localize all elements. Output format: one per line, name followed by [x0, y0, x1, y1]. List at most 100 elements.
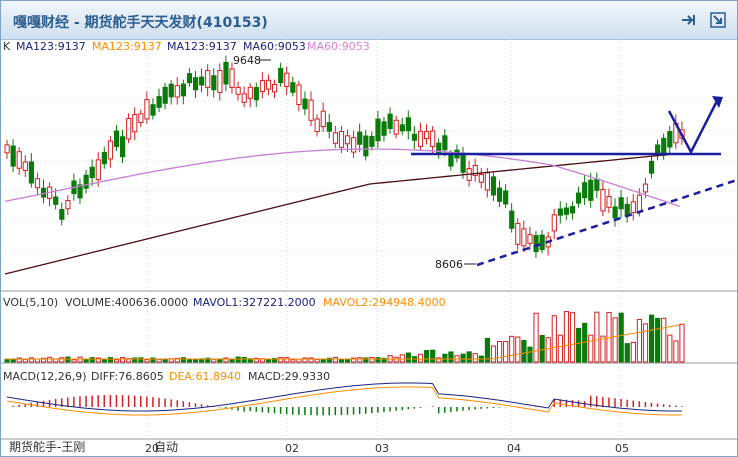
candle-body: [399, 124, 405, 132]
candle-body: [308, 99, 314, 121]
volume-bar: [588, 334, 594, 363]
candle-body: [618, 197, 624, 210]
candle-body: [338, 131, 345, 148]
k-label: K: [3, 40, 11, 53]
candle-body: [138, 113, 144, 124]
candle-body: [126, 118, 132, 140]
volume-bar: [679, 323, 685, 363]
volume-bar: [344, 359, 351, 363]
support-trendline: [476, 178, 737, 267]
candle-body: [442, 135, 448, 151]
volume-bar: [357, 357, 363, 363]
ma-line-purple: [4, 148, 681, 208]
volume-bar: [661, 317, 667, 363]
volume-bar: [138, 357, 144, 363]
volume-bar: [284, 357, 290, 363]
volume-bar: [10, 359, 16, 363]
volume-bar: [89, 357, 95, 363]
candle-body: [89, 166, 95, 179]
volume-bar: [667, 334, 673, 363]
volume-bar: [521, 340, 527, 363]
volume-bar: [22, 358, 28, 363]
volume-bar: [314, 358, 320, 363]
volume-bar: [624, 343, 630, 363]
volume-bar: [47, 356, 53, 363]
dea-line: [6, 386, 682, 416]
volume-bar: [551, 315, 557, 363]
candle-body: [186, 73, 193, 84]
volume-value: VOLUME:400636.0000: [65, 296, 189, 309]
candle-body: [515, 222, 521, 245]
candle-body: [612, 206, 618, 219]
volume-bar: [28, 357, 35, 363]
volume-bar: [83, 358, 89, 363]
candle-body: [460, 152, 466, 173]
volume-bar: [381, 357, 387, 363]
volume-bar: [448, 351, 454, 363]
candle-body: [180, 83, 187, 97]
volume-bar: [399, 354, 405, 363]
volume-bar: [308, 357, 314, 363]
volume-bar: [369, 356, 375, 363]
candle-body: [174, 85, 180, 98]
forecast-path: [667, 96, 721, 155]
candle-body: [369, 135, 375, 147]
volume-bar: [612, 317, 618, 363]
candle-body: [314, 118, 320, 133]
volume-bar: [241, 357, 247, 363]
candle-body: [22, 161, 28, 172]
candle-body: [284, 72, 290, 87]
candle-body: [144, 99, 150, 120]
forecast-arrowhead: [712, 96, 723, 108]
kline-chart[interactable]: [1, 39, 737, 456]
volume-bar: [71, 359, 77, 363]
candle-body: [496, 187, 503, 202]
volume-bar: [509, 335, 515, 363]
volume-bar: [648, 314, 655, 363]
volume-bar: [436, 357, 442, 363]
volume-bar: [655, 317, 661, 363]
ma-legend-3: MA123:9137: [167, 40, 237, 53]
candle-body: [326, 122, 332, 132]
volume-bar: [545, 337, 551, 363]
vol-label: VOL(5,10): [3, 296, 59, 309]
volume-bar: [302, 357, 308, 363]
ma-legend-2: MA123:9137: [92, 40, 162, 53]
volume-bar: [405, 352, 411, 363]
detach-icon[interactable]: [709, 11, 727, 29]
volume-bar: [539, 335, 545, 363]
candle-body: [247, 86, 253, 99]
volume-bar: [235, 356, 241, 363]
volume-bar: [272, 357, 278, 363]
volume-bar: [636, 318, 643, 363]
x-tick-03: 03: [375, 442, 389, 455]
candle-body: [478, 174, 484, 183]
volume-bar: [223, 357, 229, 363]
volume-bar: [460, 353, 466, 363]
candle-body: [101, 152, 107, 165]
diff-value: DIFF:76.8605: [91, 370, 164, 383]
candle-body: [539, 234, 545, 250]
candle-body: [77, 184, 83, 199]
candle-body: [168, 83, 174, 98]
window-title: 嘎嘎财经 - 期货舵手天天发财(410153): [13, 15, 268, 31]
candle-body: [582, 182, 588, 199]
volume-bar: [594, 311, 600, 363]
x-tick-05: 05: [615, 442, 629, 455]
candle-body: [576, 192, 582, 204]
volume-bar: [150, 357, 156, 363]
volume-bar: [186, 358, 193, 363]
candle-body: [320, 110, 326, 128]
candle-body: [667, 131, 673, 148]
pin-icon[interactable]: [679, 11, 697, 29]
volume-bar: [424, 350, 430, 363]
candle-body: [83, 174, 89, 189]
candle-body: [588, 179, 594, 201]
volume-bar: [4, 358, 10, 363]
ma-legend-5: MA60:9053: [307, 40, 370, 53]
volume-bar: [393, 356, 399, 363]
volume-bar: [533, 312, 539, 363]
ma-legend-1: MA123:9137: [16, 40, 86, 53]
volume-bar: [229, 358, 235, 363]
volume-bar: [107, 357, 114, 363]
